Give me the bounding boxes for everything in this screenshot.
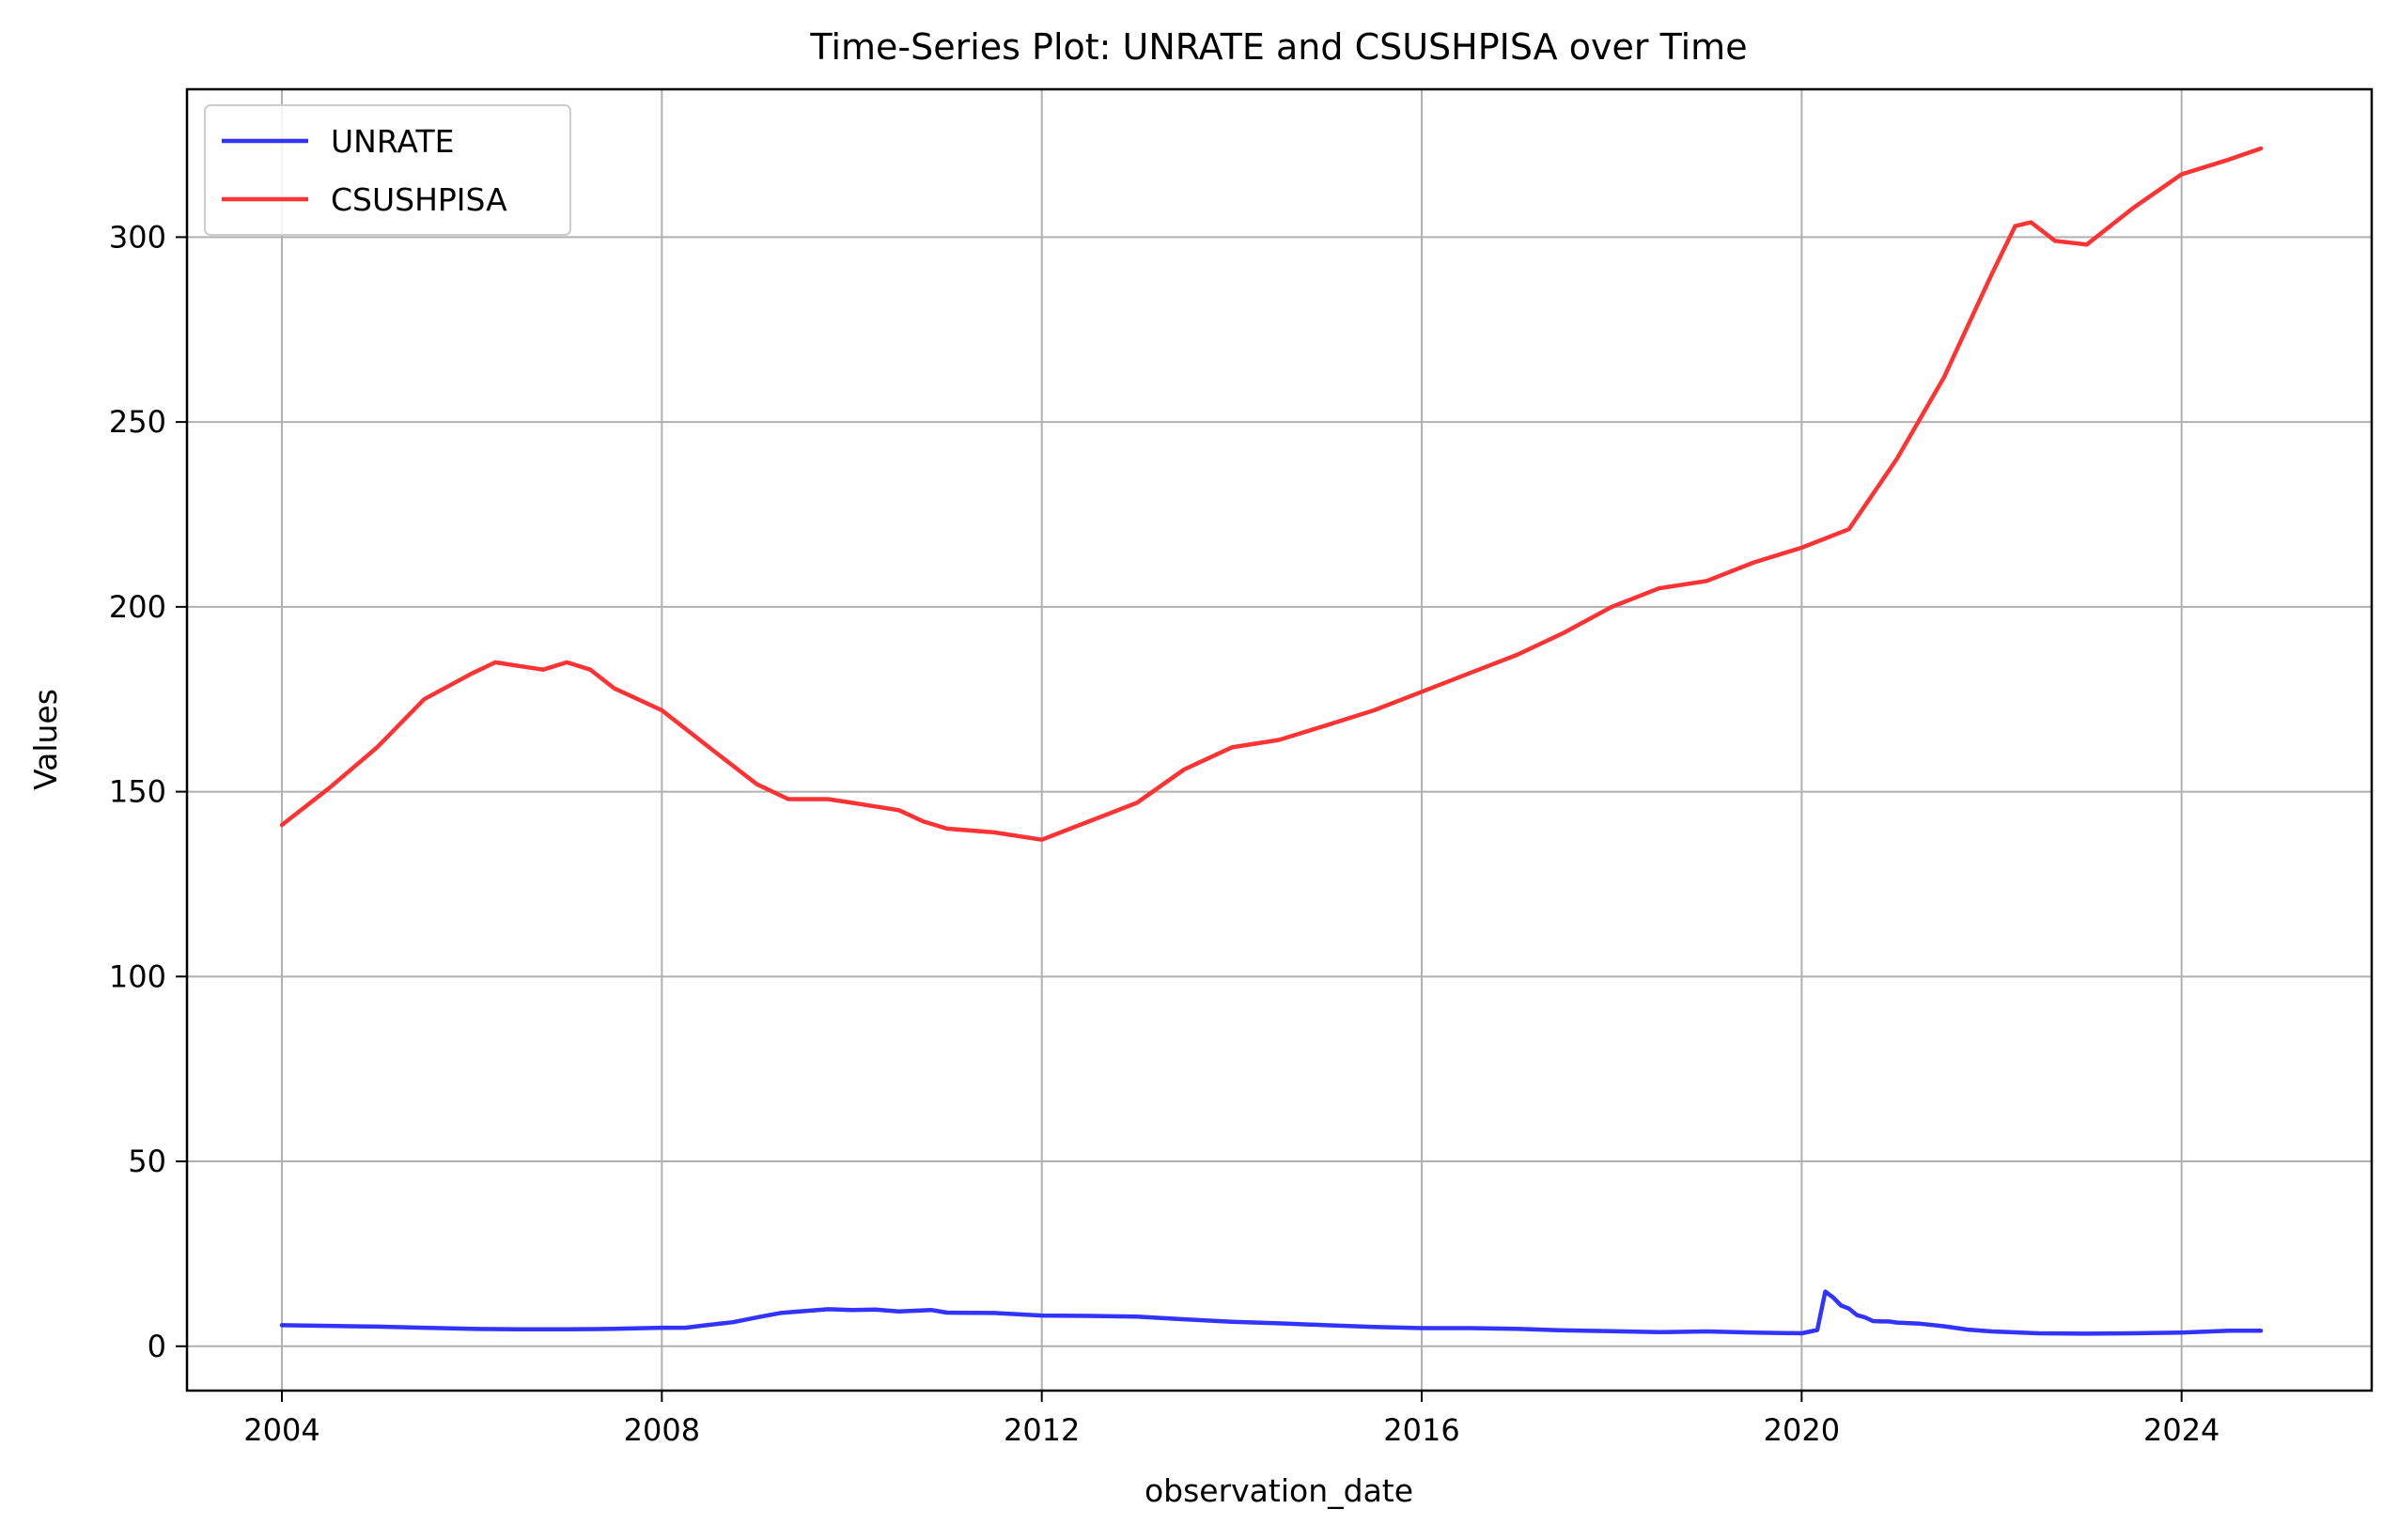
x-tick-label: 2016 [1383,1412,1459,1448]
y-tick-label: 150 [109,774,166,810]
plot-frame [185,87,2374,1392]
legend-label-csushpisa: CSUSHPISA [331,181,507,218]
legend: UNRATE CSUSHPISA [204,104,571,236]
y-tick-label: 50 [128,1143,166,1179]
legend-label-unrate: UNRATE [331,123,454,160]
y-tick-label: 0 [148,1329,166,1364]
gridlines [187,89,2372,1391]
chart-title: Time-Series Plot: UNRATE and CSUSHPISA o… [809,26,1747,68]
legend-box [204,104,571,236]
y-axis-label: Values [27,689,64,790]
x-tick-label: 2004 [243,1412,319,1448]
x-axis-label: observation_date [1144,1472,1413,1509]
y-tick-label: 250 [109,404,166,440]
x-tick-label: 2012 [1004,1412,1080,1448]
axis-ticks: 2004 2008 2012 2016 2020 2024 0 50 100 150 200 250 3… [109,219,2219,1448]
x-tick-label: 2024 [2143,1412,2219,1448]
y-tick-label: 100 [109,958,166,994]
x-tick-label: 2008 [624,1412,700,1448]
x-tick-label: 2020 [1764,1412,1840,1448]
series-lines [279,146,2264,1336]
y-tick-label: 200 [109,589,166,625]
series-line-csushpisa [279,146,2264,842]
series-line-unrate [279,1289,2264,1336]
y-tick-label: 300 [109,219,166,255]
